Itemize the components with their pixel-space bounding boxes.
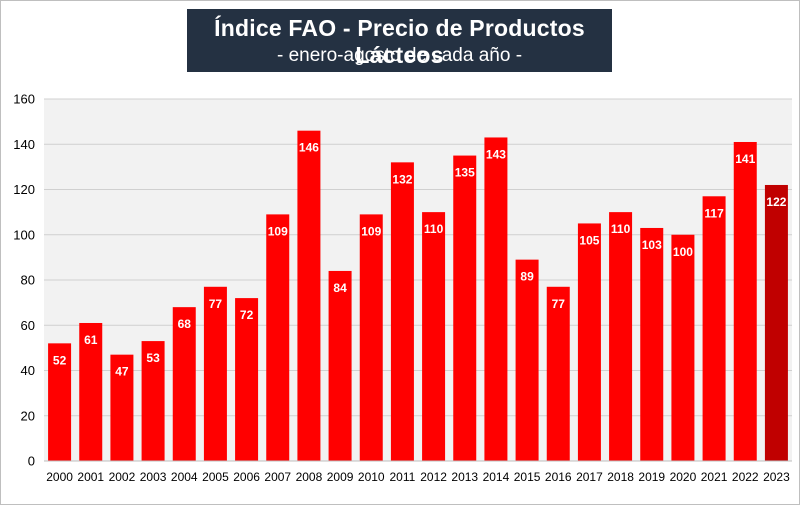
data-label: 109 (361, 224, 381, 238)
data-label: 103 (642, 238, 662, 252)
data-label: 132 (392, 172, 412, 186)
bar-2022 (733, 141, 757, 462)
x-tick-label: 2007 (264, 470, 291, 484)
bar-2018 (609, 212, 633, 461)
data-label: 47 (115, 365, 129, 379)
bar-2001 (79, 322, 103, 461)
x-tick-label: 2006 (233, 470, 260, 484)
data-label: 77 (209, 297, 223, 311)
x-tick-label: 2004 (171, 470, 198, 484)
x-tick-label: 2011 (390, 470, 416, 484)
chart-subtitle: - enero-agosto de cada año - (276, 45, 523, 66)
data-label: 61 (84, 333, 98, 347)
data-label: 72 (240, 308, 254, 322)
bar-2014 (484, 137, 508, 461)
x-tick-label: 2002 (109, 470, 136, 484)
data-label: 117 (704, 206, 724, 220)
y-tick-label: 140 (13, 137, 35, 152)
data-label: 141 (735, 152, 755, 166)
bar-2009 (328, 270, 352, 461)
data-label: 77 (552, 297, 566, 311)
bar-2003 (141, 341, 165, 461)
x-tick-label: 2008 (296, 470, 323, 484)
bar-2021 (702, 196, 726, 461)
x-tick-label: 2000 (46, 470, 73, 484)
x-tick-label: 2023 (763, 470, 790, 484)
data-label: 146 (299, 141, 319, 155)
data-label: 100 (673, 245, 693, 259)
chart-title-box: Índice FAO - Precio de Productos Lácteos… (187, 9, 612, 72)
bar-2019 (640, 227, 664, 461)
x-tick-label: 2005 (202, 470, 229, 484)
bar-2008 (297, 130, 321, 462)
bar-2011 (390, 162, 414, 461)
data-label: 135 (455, 166, 475, 180)
x-tick-label: 2021 (701, 470, 728, 484)
y-tick-label: 40 (21, 363, 35, 378)
data-label: 105 (579, 233, 599, 247)
data-label: 84 (333, 281, 347, 295)
bar-2020 (671, 234, 695, 461)
x-tick-label: 2019 (638, 470, 665, 484)
x-tick-label: 2020 (670, 470, 697, 484)
y-tick-label: 120 (13, 182, 35, 197)
bar-2006 (235, 298, 259, 461)
data-label: 68 (178, 317, 192, 331)
bar-2023 (764, 184, 788, 461)
y-tick-label: 100 (13, 227, 35, 242)
data-label: 53 (146, 351, 160, 365)
bar-2017 (577, 223, 601, 461)
data-label: 122 (766, 195, 786, 209)
bar-2013 (453, 155, 477, 461)
y-tick-label: 60 (21, 318, 35, 333)
data-label: 52 (53, 353, 67, 367)
data-label: 109 (268, 224, 288, 238)
x-tick-label: 2003 (140, 470, 167, 484)
x-tick-label: 2009 (327, 470, 354, 484)
bar-2004 (172, 307, 196, 461)
chart-title: Índice FAO - Precio de Productos Lácteos (214, 15, 585, 68)
data-label: 89 (520, 270, 534, 284)
x-tick-label: 2018 (607, 470, 634, 484)
y-tick-label: 160 (13, 92, 35, 107)
bar-2012 (422, 212, 446, 461)
bar-2015 (515, 259, 539, 461)
x-tick-label: 2012 (420, 470, 447, 484)
bar-2005 (203, 286, 227, 461)
x-tick-label: 2013 (451, 470, 478, 484)
bar-2010 (359, 214, 383, 461)
bar-2007 (266, 214, 290, 461)
x-tick-label: 2010 (358, 470, 385, 484)
x-tick-label: 2017 (576, 470, 603, 484)
x-tick-label: 2015 (514, 470, 541, 484)
x-tick-label: 2001 (77, 470, 104, 484)
data-label: 143 (486, 147, 506, 161)
bar-2000 (48, 343, 72, 461)
y-tick-label: 20 (21, 408, 35, 423)
data-label: 110 (611, 222, 631, 236)
x-tick-label: 2016 (545, 470, 572, 484)
bar-2016 (546, 286, 570, 461)
y-tick-label: 0 (28, 454, 35, 469)
x-tick-label: 2014 (483, 470, 510, 484)
y-tick-label: 80 (21, 273, 35, 288)
data-label: 110 (424, 222, 444, 236)
bar-2002 (110, 354, 134, 461)
x-tick-label: 2022 (732, 470, 759, 484)
